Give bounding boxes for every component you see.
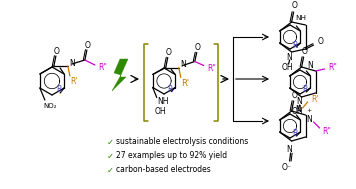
Text: OH: OH	[292, 108, 303, 116]
Text: ✓: ✓	[107, 152, 114, 160]
Text: R': R'	[181, 79, 189, 88]
Polygon shape	[112, 59, 128, 91]
Text: O: O	[54, 46, 60, 56]
Text: NO₂: NO₂	[43, 103, 57, 109]
Text: N: N	[287, 53, 293, 61]
Text: +: +	[306, 108, 311, 114]
Text: N: N	[180, 60, 185, 69]
Text: O: O	[195, 43, 201, 52]
Text: O⁻: O⁻	[282, 163, 292, 173]
Text: N: N	[297, 98, 303, 106]
Text: R: R	[168, 85, 173, 94]
Text: N: N	[307, 115, 313, 125]
Text: R": R"	[322, 128, 331, 136]
Text: R': R'	[70, 77, 78, 87]
Text: NH: NH	[157, 97, 168, 106]
Text: O: O	[85, 40, 91, 50]
Text: R": R"	[99, 64, 107, 73]
Text: O: O	[318, 36, 324, 46]
Text: N: N	[287, 145, 293, 153]
Text: ✓: ✓	[107, 138, 114, 146]
Text: N: N	[69, 59, 75, 67]
Text: O: O	[292, 2, 298, 11]
Text: carbon-based electrodes: carbon-based electrodes	[116, 166, 211, 174]
Text: O: O	[292, 91, 298, 99]
Text: N: N	[308, 61, 314, 70]
Text: R": R"	[328, 64, 337, 73]
Text: R": R"	[207, 64, 216, 73]
Text: N: N	[296, 105, 302, 114]
Text: sustainable electrolysis conditions: sustainable electrolysis conditions	[116, 138, 248, 146]
Text: ✓: ✓	[107, 166, 114, 174]
Text: O: O	[166, 48, 172, 57]
Text: R': R'	[311, 94, 318, 104]
Text: 27 examples up to 92% yield: 27 examples up to 92% yield	[116, 152, 227, 160]
Text: NH: NH	[295, 15, 306, 22]
Text: OH: OH	[282, 63, 293, 71]
Text: R: R	[303, 85, 308, 94]
Text: O: O	[302, 46, 308, 56]
Text: R: R	[293, 40, 298, 50]
Text: OH: OH	[155, 107, 167, 116]
Text: R: R	[57, 85, 62, 94]
Text: R: R	[293, 129, 298, 139]
